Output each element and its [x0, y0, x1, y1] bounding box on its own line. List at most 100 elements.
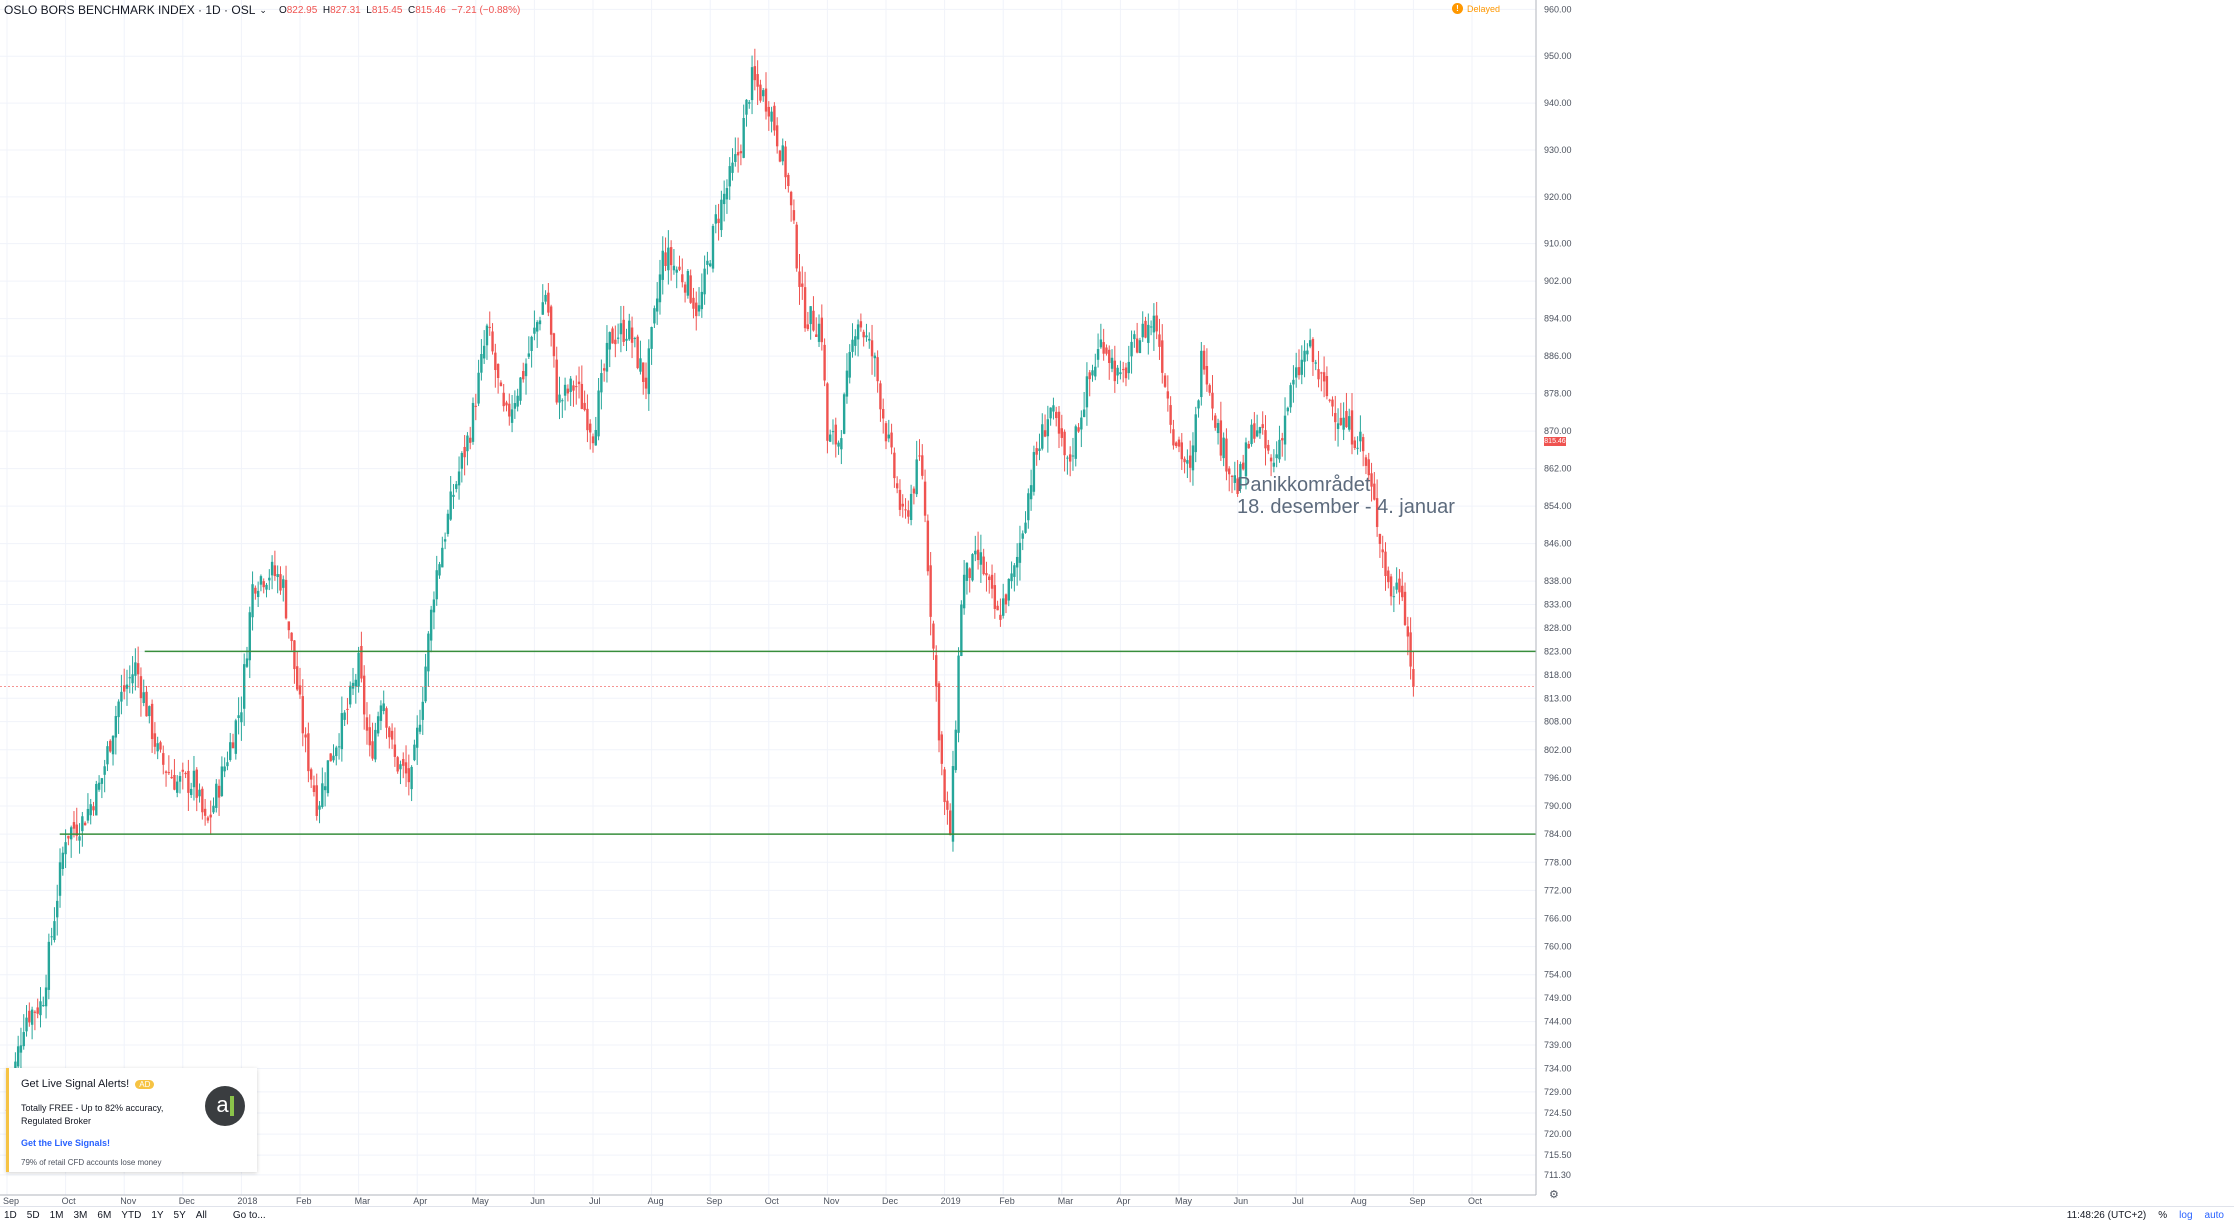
candle-body [1004, 594, 1008, 605]
candle-body [117, 701, 120, 718]
candle-body [508, 403, 511, 417]
range-1d[interactable]: 1D [4, 1210, 17, 1221]
range-all[interactable]: All [195, 1210, 207, 1221]
log-toggle[interactable]: log [2179, 1210, 2193, 1221]
candle-body [1300, 359, 1303, 375]
candle-body [703, 268, 706, 295]
candle-body [1261, 424, 1264, 429]
candle-body [689, 275, 692, 303]
candle-body [1102, 342, 1105, 354]
y-tick-label: 715.50 [1544, 1150, 1572, 1160]
candle-body [1244, 442, 1248, 477]
candle-body [315, 785, 318, 816]
range-3m[interactable]: 3M [73, 1210, 88, 1221]
candle-body [1295, 367, 1298, 378]
support-resistance-lines [0, 650, 1536, 835]
gear-icon[interactable]: ⚙ [1549, 1189, 1559, 1201]
candle-body [728, 166, 731, 187]
candle-body [379, 705, 383, 721]
candle-body [890, 432, 893, 448]
candle-body [1314, 362, 1317, 364]
candle-body [1055, 411, 1058, 419]
candle-body [1303, 350, 1306, 362]
candle-body [296, 666, 299, 690]
range-6m[interactable]: 6M [97, 1210, 112, 1221]
candle-body [1200, 350, 1203, 398]
candle-body [354, 679, 358, 687]
x-tick-label: Aug [648, 1196, 664, 1206]
range-5d[interactable]: 5D [26, 1210, 40, 1221]
candle-body [817, 323, 821, 342]
candle-body [382, 703, 385, 712]
range-5y[interactable]: 5Y [173, 1210, 186, 1221]
candle-body [189, 788, 193, 795]
candle-body [764, 88, 768, 112]
candle-body [739, 151, 743, 154]
candle-body [460, 453, 464, 469]
candle-body [136, 663, 140, 675]
candle-body [1119, 372, 1122, 375]
candle-body [376, 716, 380, 734]
candle-body [360, 645, 363, 679]
candle-body [809, 306, 812, 325]
candle-body [58, 862, 62, 896]
candle-body [229, 742, 232, 760]
range-1m[interactable]: 1M [49, 1210, 64, 1221]
candle-body [979, 552, 983, 565]
candle-body [491, 331, 494, 352]
candle-body [742, 117, 745, 158]
auto-toggle[interactable]: auto [2204, 1210, 2224, 1221]
candle-body [700, 291, 704, 310]
candle-body [499, 382, 503, 387]
candle-body [1021, 533, 1024, 539]
candle-body [1292, 379, 1295, 385]
ad-body: Totally FREE - Up to 82% accuracy, Regul… [21, 1103, 164, 1126]
ad-badge: AD [135, 1080, 155, 1089]
y-tick-label: 854.00 [1544, 501, 1572, 511]
candle-body [351, 682, 355, 689]
goto-date-button[interactable]: Go to... [232, 1210, 266, 1221]
clock-readout[interactable]: 11:48:26 (UTC+2) [2066, 1210, 2147, 1221]
symbol-label[interactable]: OSLO BORS BENCHMARK INDEX · 1D · OSL [4, 3, 256, 17]
candle-body [457, 471, 461, 486]
x-tick-label: Dec [179, 1196, 196, 1206]
candle-body [722, 193, 726, 205]
candle-body [781, 145, 784, 162]
candle-body [16, 1046, 20, 1067]
ad-panel[interactable]: Get Live Signal Alerts! AD Totally FREE -… [6, 1068, 257, 1172]
candle-body [962, 574, 966, 609]
candle-body [1384, 551, 1387, 577]
chevron-down-icon[interactable]: ⌄ [259, 4, 267, 15]
candle-body [1247, 443, 1250, 449]
percent-toggle[interactable]: % [2158, 1210, 2168, 1221]
candle-body [418, 724, 422, 732]
candle-body [1348, 416, 1351, 430]
candle-body [332, 755, 335, 761]
ad-link[interactable]: Get the Live Signals! [21, 1138, 111, 1148]
y-tick-label: 878.00 [1544, 389, 1572, 399]
candle-body [413, 744, 416, 761]
candle-body [519, 377, 522, 401]
candle-body [1124, 367, 1128, 379]
delayed-indicator[interactable]: ! Delayed [1451, 3, 1500, 14]
candle-body [195, 769, 198, 798]
candle-body [848, 351, 851, 378]
chart-annotation[interactable]: Panikkområdet 18. desember - 4. januar [1237, 474, 1455, 518]
range-1y[interactable]: 1Y [151, 1210, 164, 1221]
candle-body [806, 324, 810, 330]
y-tick-label: 790.00 [1544, 801, 1572, 811]
candle-body [1401, 585, 1404, 598]
candle-body [895, 483, 899, 489]
candle-body [321, 783, 324, 807]
candle-body [653, 308, 656, 324]
candle-body [575, 386, 578, 388]
candle-body [965, 562, 969, 581]
candle-body [100, 778, 104, 784]
candle-body [1392, 596, 1396, 598]
candle-body [683, 284, 687, 293]
candle-body [1099, 339, 1103, 348]
range-ytd[interactable]: YTD [121, 1210, 142, 1221]
candle-body [1389, 576, 1393, 597]
x-tick-label: Nov [823, 1196, 840, 1206]
